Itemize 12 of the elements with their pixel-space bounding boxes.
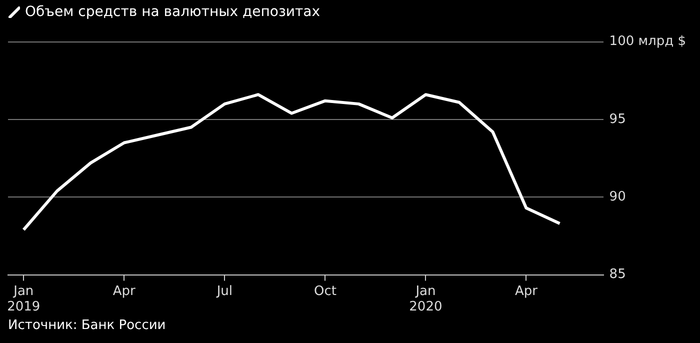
y-tick-label: 85 [609,267,626,282]
y-tick-label: 95 [609,112,626,127]
x-tick-label: Apr [112,284,136,299]
chart-title: Объем средств на валютных депозитах [25,4,320,20]
text: Источник: Банк России [8,318,166,333]
x-tick-label: Apr [514,284,538,299]
x-tick-label: Jan 2019 [7,284,40,315]
x-tick-label: Jan 2020 [409,284,442,315]
x-tick-label: Jul [216,284,233,299]
y-tick-label: 100 млрд $ [609,34,686,50]
y-tick-label: 90 [609,190,626,205]
x-tick-label: Oct [314,284,336,299]
